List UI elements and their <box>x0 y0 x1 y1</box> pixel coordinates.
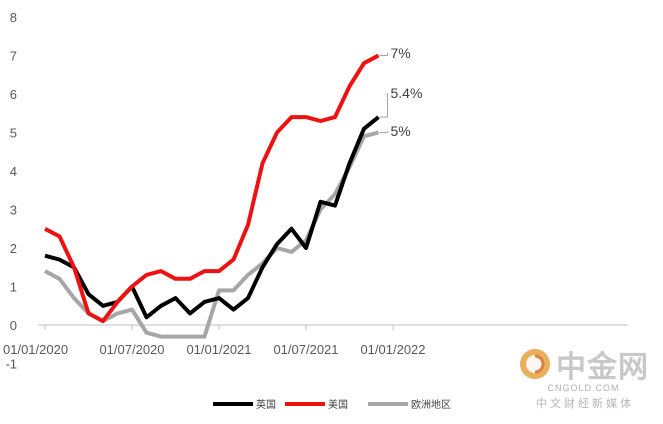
watermark-logo: 中金网 CNGOLD.COM 中 文 财 经 新 媒 体 <box>518 342 649 411</box>
y-tick-label: 0 <box>10 318 17 333</box>
end-label-leader <box>379 131 388 133</box>
x-tick-label: 01/01/2022 <box>360 342 425 357</box>
watermark-tagline: 中 文 财 经 新 媒 体 <box>535 398 632 410</box>
series-line-0 <box>44 115 380 320</box>
y-tick-label: 3 <box>10 203 17 218</box>
series-line-2 <box>44 130 380 339</box>
end-label-1: 7% <box>391 45 411 61</box>
end-label-0: 5.4% <box>391 85 423 101</box>
cngold-logo-icon <box>520 349 550 379</box>
y-tick-label: 1 <box>10 280 17 295</box>
x-tick-label: 01/07/2020 <box>99 342 164 357</box>
end-label-leader <box>379 53 388 56</box>
y-tick-label: 7 <box>10 49 17 64</box>
y-tick-label: 8 <box>10 10 17 25</box>
end-label-2: 5% <box>391 123 411 139</box>
x-tick-label: 01/01/2020 <box>3 342 68 357</box>
y-tick-label: 4 <box>10 164 17 179</box>
x-tick-label: 01/01/2021 <box>186 342 251 357</box>
watermark-domain: CNGOLD.COM <box>547 383 620 393</box>
watermark-brand: 中金网 <box>556 351 649 384</box>
y-tick-label: 6 <box>10 87 17 102</box>
legend-label: 英国 <box>256 398 276 411</box>
legend-label: 欧洲地区 <box>411 398 451 411</box>
legend-label: 美国 <box>328 398 348 411</box>
series-line-1 <box>44 53 380 324</box>
y-tick-label: 2 <box>10 241 17 256</box>
y-tick-label: -1 <box>5 357 17 372</box>
y-tick-label: 5 <box>10 126 17 141</box>
x-tick-label: 01/07/2021 <box>273 342 338 357</box>
end-label-leader <box>379 93 388 118</box>
